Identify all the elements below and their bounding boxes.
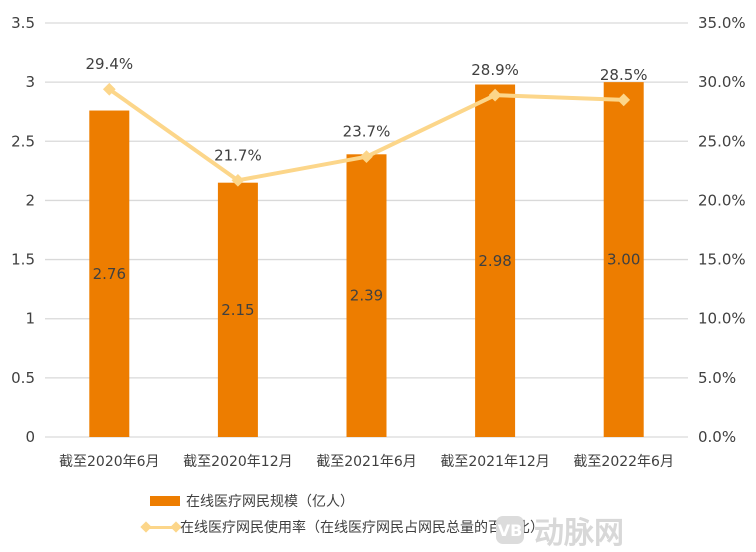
watermark-text: 动脉网 bbox=[534, 516, 624, 551]
bar-swatch-icon bbox=[150, 496, 180, 506]
x-axis: 截至2020年6月 截至2020年12月 截至2021年6月 截至2021年12月 截至… bbox=[59, 454, 674, 470]
line-value-label: 28.9% bbox=[471, 61, 519, 79]
right-tick-label: 20.0% bbox=[698, 191, 746, 209]
category-label: 截至2020年6月 bbox=[59, 454, 160, 470]
bar bbox=[89, 110, 130, 437]
line-value-label: 23.7% bbox=[343, 123, 391, 141]
line-diamond-swatch-icon bbox=[140, 520, 182, 534]
left-tick-label: 0.5 bbox=[11, 369, 35, 387]
line-value-label: 21.7% bbox=[214, 146, 262, 164]
category-label: 截至2022年6月 bbox=[573, 454, 674, 470]
bar bbox=[217, 182, 258, 437]
left-tick-label: 3.5 bbox=[11, 14, 35, 32]
left-axis: 0 0.5 1 1.5 2 2.5 3 3.5 bbox=[11, 14, 35, 446]
bar-value-label: 2.15 bbox=[221, 301, 254, 319]
left-tick-label: 2 bbox=[25, 191, 35, 209]
diamond-marker-icon bbox=[360, 150, 373, 164]
legend-bar-label: 在线医疗网民规模（亿人） bbox=[186, 494, 354, 510]
bar-value-label: 2.39 bbox=[350, 287, 383, 305]
bar-value-label: 2.76 bbox=[93, 265, 126, 283]
right-axis: 0.0% 5.0% 10.0% 15.0% 20.0% 25.0% 30.0% 35.0% bbox=[698, 14, 746, 446]
watermark-logo-icon: VB bbox=[496, 516, 524, 544]
right-tick-label: 15.0% bbox=[698, 251, 746, 269]
bar-value-label: 2.98 bbox=[478, 252, 511, 270]
legend: 在线医疗网民规模（亿人） 在线医疗网民使用率（在线医疗网民占网民总量的百分比） bbox=[140, 488, 544, 540]
legend-line-label: 在线医疗网民使用率（在线医疗网民占网民总量的百分比） bbox=[180, 520, 544, 536]
bar bbox=[346, 154, 387, 437]
category-label: 截至2020年12月 bbox=[183, 454, 292, 470]
right-tick-label: 25.0% bbox=[698, 132, 746, 150]
category-label: 截至2021年6月 bbox=[316, 454, 417, 470]
left-tick-label: 3 bbox=[25, 73, 35, 91]
right-tick-label: 35.0% bbox=[698, 14, 746, 32]
legend-item-bar: 在线医疗网民规模（亿人） bbox=[148, 488, 544, 514]
line-value-label: 29.4% bbox=[85, 55, 133, 73]
left-tick-label: 1 bbox=[25, 310, 35, 328]
diamond-marker-icon bbox=[231, 173, 245, 187]
line-value-label: 28.5% bbox=[600, 66, 648, 84]
right-tick-label: 10.0% bbox=[698, 310, 746, 328]
left-tick-label: 2.5 bbox=[11, 132, 35, 150]
left-tick-label: 0 bbox=[25, 428, 35, 446]
watermark: VB 动脉网 bbox=[496, 508, 624, 552]
bar bbox=[603, 82, 644, 438]
bar-value-label: 3.00 bbox=[607, 251, 640, 269]
right-tick-label: 30.0% bbox=[698, 73, 746, 91]
category-label: 截至2021年12月 bbox=[440, 454, 549, 470]
bar-series: 2.76 2.15 2.39 2.98 3.00 bbox=[89, 82, 644, 438]
right-tick-label: 0.0% bbox=[698, 428, 736, 446]
diamond-marker-icon bbox=[488, 88, 502, 102]
right-tick-label: 5.0% bbox=[698, 369, 736, 387]
legend-item-line: 在线医疗网民使用率（在线医疗网民占网民总量的百分比） bbox=[140, 514, 544, 540]
bar bbox=[475, 84, 516, 437]
left-tick-label: 1.5 bbox=[11, 251, 35, 269]
